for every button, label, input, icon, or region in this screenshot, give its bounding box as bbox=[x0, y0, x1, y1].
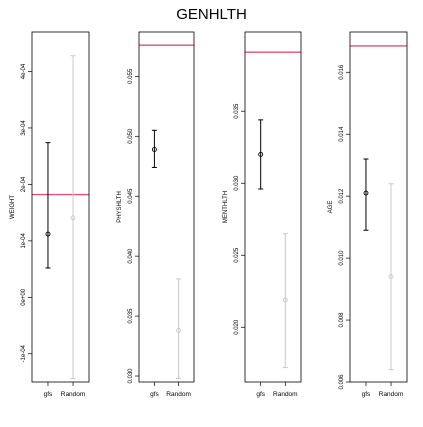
panel-frame bbox=[138, 31, 195, 383]
y-axis-label: MENTHLTH bbox=[223, 191, 229, 223]
y-tick-label: 0.030 bbox=[128, 368, 134, 384]
y-tick-label: 0.020 bbox=[234, 319, 240, 335]
y-tick-label: 0.055 bbox=[128, 68, 134, 84]
panel-weight: -1e-04 0e+00 1e-04 2e-04 3e-04 4e-04 WEIGHT gfs… bbox=[10, 31, 90, 398]
y-tick-label: 0.035 bbox=[128, 308, 134, 324]
y-tick-label: 0.016 bbox=[339, 64, 345, 80]
x-tick-label: gfs bbox=[256, 391, 265, 398]
y-tick-label: 0.010 bbox=[339, 250, 345, 266]
y-tick-label: 3e-04 bbox=[21, 120, 27, 136]
point-gfs bbox=[363, 190, 369, 196]
point-random bbox=[282, 297, 288, 303]
y-tick-label: 0e+00 bbox=[21, 288, 27, 306]
point-random bbox=[176, 328, 182, 333]
y-tick-label: 0.040 bbox=[128, 248, 134, 264]
y-tick-label: 0.045 bbox=[128, 188, 134, 204]
y-tick-label: 2e-04 bbox=[21, 176, 27, 192]
x-tick-label: Random bbox=[379, 391, 404, 398]
y-tick-label: 0.035 bbox=[234, 103, 240, 119]
x-tick-label: Random bbox=[273, 391, 298, 398]
point-random bbox=[388, 274, 394, 280]
panel-frame bbox=[349, 31, 408, 383]
y-tick-label: 0.006 bbox=[339, 374, 345, 390]
point-gfs bbox=[151, 147, 157, 152]
y-tick-label: 0.025 bbox=[234, 247, 240, 263]
y-tick-label: 4e-04 bbox=[21, 63, 27, 79]
panel-menthlth: 0.020 0.025 0.030 0.035 MENTHLTH gfs Random bbox=[223, 31, 302, 398]
panel-frame bbox=[244, 31, 302, 383]
panel-physhlth: 0.030 0.035 0.040 0.045 0.050 0.055 PHYSHLTH gf… bbox=[117, 31, 195, 398]
y-tick-label: 0.008 bbox=[339, 312, 345, 328]
y-tick-label: 0.012 bbox=[339, 188, 345, 204]
x-tick-label: Random bbox=[61, 391, 86, 398]
y-axis-label: AGE bbox=[328, 201, 334, 214]
y-tick-label: 0.014 bbox=[339, 126, 345, 142]
y-tick-label: -1e-04 bbox=[21, 344, 27, 362]
point-gfs bbox=[45, 231, 51, 237]
point-gfs bbox=[258, 151, 264, 157]
y-tick-label: 0.050 bbox=[128, 128, 134, 144]
y-tick-label: 0.030 bbox=[234, 175, 240, 191]
x-tick-label: gfs bbox=[150, 391, 159, 398]
point-random bbox=[70, 215, 76, 221]
x-tick-label: gfs bbox=[44, 391, 53, 398]
panel-age: 0.006 0.008 0.010 0.012 0.014 0.016 AGE gfs Rand… bbox=[328, 31, 408, 398]
panel-frame bbox=[31, 31, 90, 383]
y-axis-label: WEIGHT bbox=[10, 195, 16, 219]
chart-title: GENHLTH bbox=[176, 6, 247, 23]
x-tick-label: Random bbox=[166, 391, 191, 398]
y-axis-label: PHYSHLTH bbox=[117, 191, 123, 223]
y-tick-label: 1e-04 bbox=[21, 233, 27, 249]
x-tick-label: gfs bbox=[362, 391, 371, 398]
